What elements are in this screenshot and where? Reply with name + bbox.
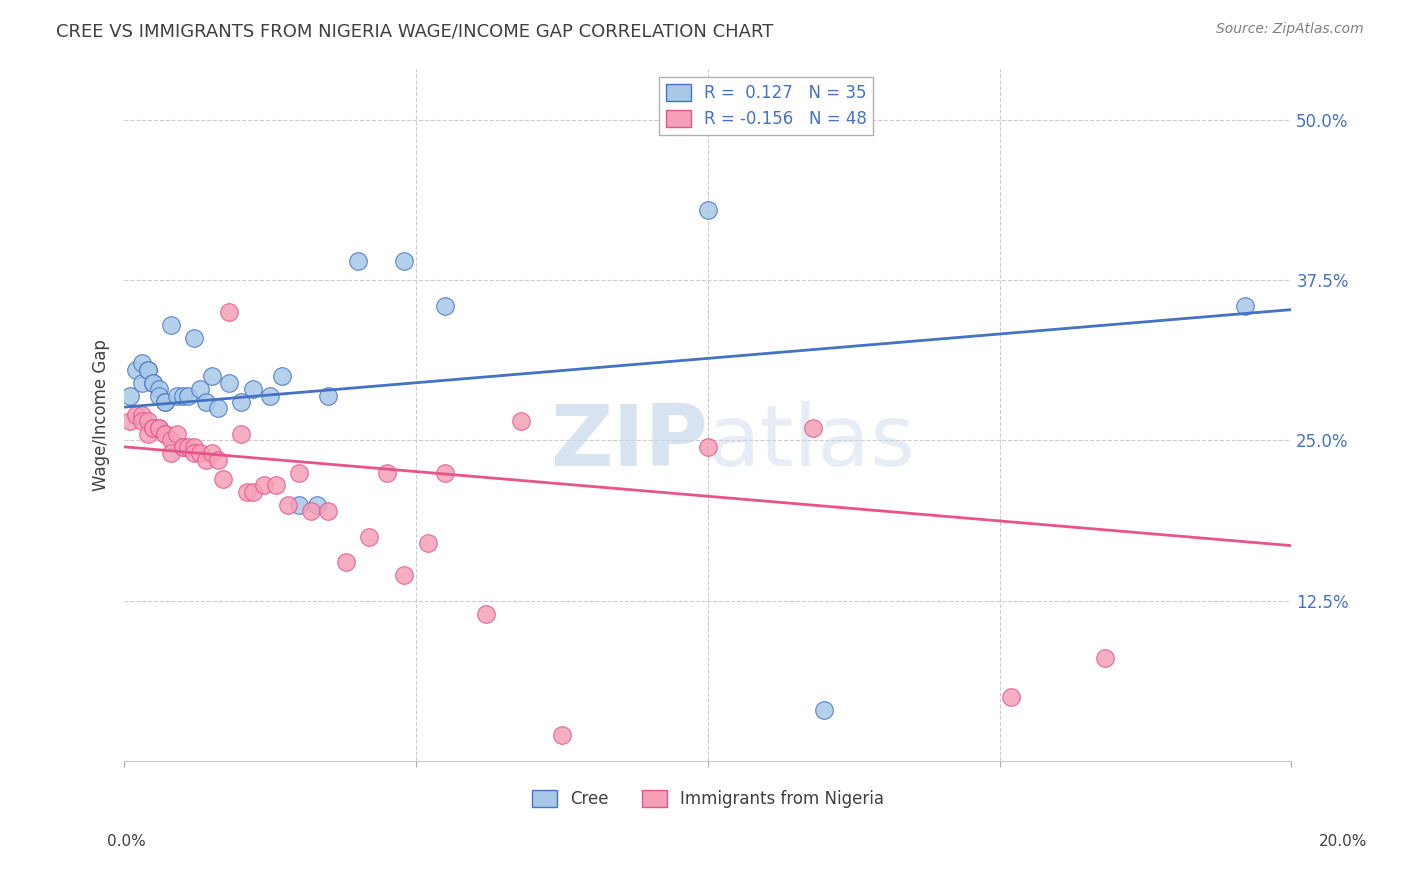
Point [212, 472, 235, 486]
Point [207, 401, 229, 416]
Point [131, 408, 153, 422]
Point [153, 427, 176, 442]
Point [148, 382, 170, 396]
Point [1000, 690, 1022, 704]
Point [136, 414, 159, 428]
Point [148, 388, 170, 402]
Point [1233, 299, 1256, 313]
Point [148, 420, 170, 434]
Point [218, 305, 240, 319]
Point [305, 498, 328, 512]
Point [160, 446, 183, 460]
Point [253, 478, 276, 492]
Point [136, 363, 159, 377]
Point [166, 388, 188, 402]
Text: CREE VS IMMIGRANTS FROM NIGERIA WAGE/INCOME GAP CORRELATION CHART: CREE VS IMMIGRANTS FROM NIGERIA WAGE/INC… [56, 22, 773, 40]
Text: atlas: atlas [707, 401, 915, 484]
Point [801, 420, 824, 434]
Point [188, 382, 211, 396]
Point [142, 376, 165, 390]
Point [288, 498, 311, 512]
Point [131, 376, 153, 390]
Point [696, 440, 718, 454]
Point [188, 446, 211, 460]
Point [696, 202, 718, 217]
Point [172, 440, 194, 454]
Point [166, 427, 188, 442]
Point [172, 388, 194, 402]
Point [125, 408, 148, 422]
Point [136, 363, 159, 377]
Point [229, 395, 252, 409]
Point [194, 395, 217, 409]
Point [160, 318, 183, 332]
Point [172, 440, 194, 454]
Point [318, 388, 340, 402]
Point [434, 299, 457, 313]
Point [218, 376, 240, 390]
Point [335, 555, 357, 569]
Point [131, 414, 153, 428]
Legend: Cree, Immigrants from Nigeria: Cree, Immigrants from Nigeria [524, 783, 890, 815]
Point [229, 427, 252, 442]
Point [236, 484, 259, 499]
Point [434, 466, 457, 480]
Point [475, 607, 498, 621]
Point [160, 434, 183, 448]
Text: 20.0%: 20.0% [1319, 834, 1367, 849]
Point [153, 395, 176, 409]
Point [131, 357, 153, 371]
Point [299, 504, 322, 518]
Point [813, 703, 835, 717]
Point [288, 466, 311, 480]
Point [183, 446, 205, 460]
Point [551, 728, 574, 742]
Point [142, 376, 165, 390]
Point [118, 414, 141, 428]
Point [318, 504, 340, 518]
Point [118, 388, 141, 402]
Point [177, 388, 200, 402]
Point [416, 536, 439, 550]
Point [394, 253, 416, 268]
Point [277, 498, 299, 512]
Point [177, 440, 200, 454]
Point [201, 369, 224, 384]
Point [394, 568, 416, 582]
Point [142, 420, 165, 434]
Point [375, 466, 398, 480]
Text: Source: ZipAtlas.com: Source: ZipAtlas.com [1216, 22, 1364, 37]
Point [1094, 651, 1116, 665]
Point [194, 452, 217, 467]
Point [148, 420, 170, 434]
Point [142, 420, 165, 434]
Point [153, 395, 176, 409]
Text: ZIP: ZIP [550, 401, 707, 484]
Point [264, 478, 287, 492]
Point [346, 253, 368, 268]
Y-axis label: Wage/Income Gap: Wage/Income Gap [93, 339, 110, 491]
Point [242, 382, 264, 396]
Point [136, 427, 159, 442]
Point [207, 452, 229, 467]
Point [183, 440, 205, 454]
Point [125, 363, 148, 377]
Point [201, 446, 224, 460]
Point [183, 331, 205, 345]
Point [242, 484, 264, 499]
Point [270, 369, 292, 384]
Point [510, 414, 533, 428]
Text: 0.0%: 0.0% [107, 834, 146, 849]
Point [359, 530, 381, 544]
Point [259, 388, 281, 402]
Point [153, 427, 176, 442]
